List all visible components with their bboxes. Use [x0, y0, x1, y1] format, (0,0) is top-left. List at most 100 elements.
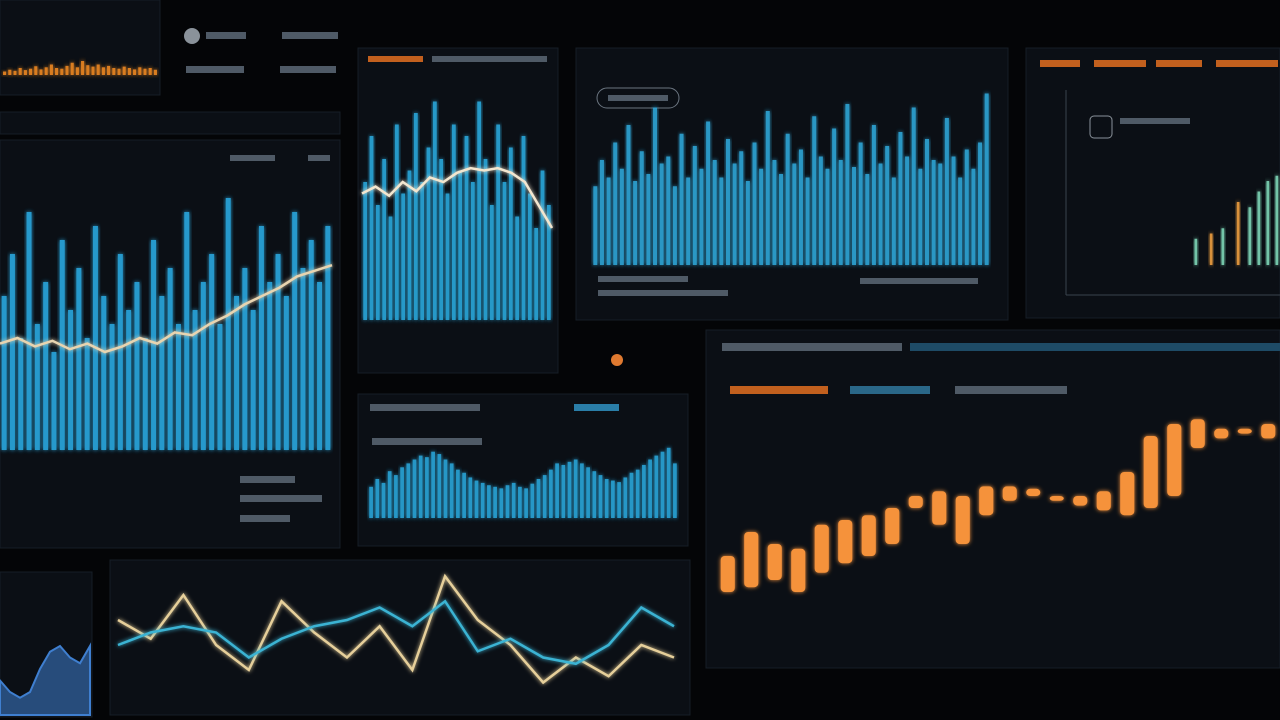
candle-body — [720, 556, 735, 592]
bar — [1266, 181, 1270, 265]
bar — [580, 463, 584, 518]
bar — [394, 124, 399, 320]
bar — [885, 146, 890, 265]
candle-body — [908, 496, 923, 508]
bar — [426, 147, 431, 320]
bar — [462, 472, 466, 518]
bar — [217, 324, 223, 450]
panel — [1025, 47, 1280, 319]
bar — [325, 226, 331, 450]
bar — [425, 457, 429, 518]
bar — [911, 107, 916, 265]
bar — [292, 212, 298, 450]
bar — [480, 482, 485, 518]
bar — [84, 338, 90, 450]
bar — [978, 142, 983, 265]
candle-body — [744, 532, 759, 588]
label-blur — [850, 386, 930, 394]
bar — [142, 338, 148, 450]
bar — [443, 459, 448, 518]
bar — [567, 461, 572, 518]
candle-body — [861, 515, 876, 556]
bar — [666, 447, 671, 518]
bar — [686, 177, 691, 265]
icon — [611, 354, 623, 366]
bar — [752, 142, 757, 265]
bar — [606, 177, 611, 265]
bar — [18, 68, 22, 75]
button[interactable] — [596, 87, 680, 109]
bar — [1, 296, 7, 450]
label-blur — [308, 155, 330, 161]
bar — [732, 163, 737, 265]
label-blur — [910, 343, 1280, 351]
bar — [785, 133, 790, 265]
bar — [13, 70, 17, 75]
bar — [394, 475, 398, 518]
bar — [401, 193, 406, 320]
bar — [818, 156, 823, 265]
bar — [536, 479, 541, 518]
bar — [437, 454, 442, 518]
bar — [148, 68, 152, 75]
label-blur — [1120, 118, 1190, 124]
bar — [431, 451, 435, 518]
bar — [619, 168, 624, 265]
candle-body — [1049, 496, 1064, 501]
candle-body — [955, 496, 970, 544]
bar — [225, 198, 231, 450]
candle-body — [1002, 486, 1017, 501]
bar — [598, 475, 603, 518]
bar — [175, 324, 181, 450]
bar — [672, 186, 677, 265]
bar — [660, 451, 665, 518]
bar — [508, 147, 513, 320]
bar — [613, 142, 618, 265]
bar — [502, 182, 507, 320]
bar — [209, 254, 215, 450]
candle-body — [932, 491, 947, 525]
bar — [439, 159, 444, 320]
bar — [192, 310, 198, 450]
candle-body — [1237, 428, 1252, 434]
bar — [49, 64, 53, 75]
bar — [387, 471, 392, 518]
bar — [101, 296, 107, 450]
label-blur — [230, 155, 275, 161]
bar — [167, 268, 173, 450]
label-blur — [730, 386, 828, 394]
bar — [3, 71, 7, 75]
bar — [23, 70, 27, 75]
bar — [845, 104, 850, 265]
bar — [958, 177, 963, 265]
bar — [112, 68, 116, 75]
bar — [931, 160, 936, 265]
bar — [865, 174, 870, 265]
bar — [524, 488, 528, 518]
bar — [406, 463, 411, 518]
candle-body — [1167, 424, 1182, 496]
bar — [1236, 202, 1240, 265]
bar — [654, 455, 659, 518]
bar — [413, 113, 418, 320]
bar — [375, 479, 380, 518]
bar — [134, 282, 140, 450]
bar — [858, 142, 863, 265]
bar — [55, 68, 59, 75]
candle-body — [1214, 428, 1229, 439]
bar — [381, 482, 386, 518]
bar — [470, 182, 475, 320]
bar — [719, 177, 724, 265]
bar — [617, 482, 621, 518]
label-blur — [432, 56, 547, 62]
label-blur — [1094, 60, 1146, 67]
icon — [184, 28, 200, 44]
bar — [51, 352, 57, 450]
bar — [712, 160, 717, 265]
bar — [648, 459, 652, 518]
bar — [1194, 238, 1198, 265]
bar — [26, 212, 32, 450]
bar — [34, 324, 40, 450]
bar — [964, 149, 969, 265]
bar — [445, 193, 450, 320]
